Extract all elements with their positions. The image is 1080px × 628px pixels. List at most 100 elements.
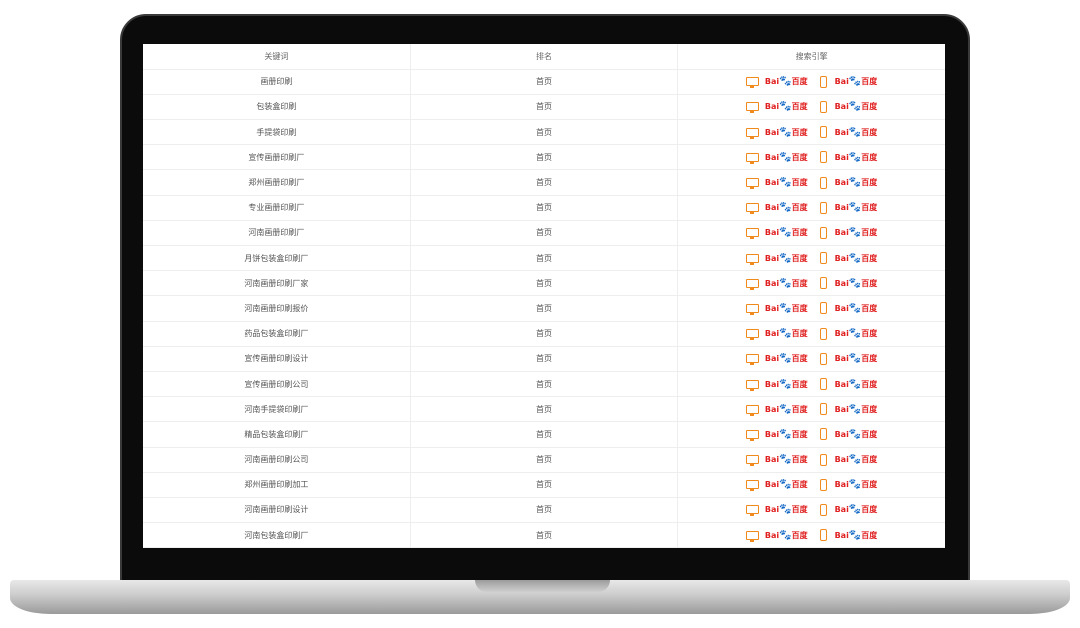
keyword-cell: 月饼包装盒印刷厂 bbox=[143, 245, 411, 272]
baidu-logo: Bai🐾百度 bbox=[834, 252, 878, 264]
baidu-logo: Bai🐾百度 bbox=[834, 428, 878, 440]
table-row: 月饼包装盒印刷厂 首页 Bai🐾百度 Bai🐾百度 bbox=[143, 245, 945, 272]
mobile-icon bbox=[819, 478, 827, 491]
baidu-logo: Bai🐾百度 bbox=[764, 252, 808, 264]
mobile-icon bbox=[819, 226, 827, 239]
mobile-icon bbox=[819, 327, 827, 340]
keyword-cell: 专业画册印刷厂 bbox=[143, 195, 411, 221]
table-row: 河南画册印刷设计 首页 Bai🐾百度 Bai🐾百度 bbox=[143, 497, 945, 524]
desktop-icon bbox=[745, 102, 759, 114]
rank-cell: 首页 bbox=[409, 522, 678, 548]
mobile-icon bbox=[819, 428, 827, 441]
engine-cell: Bai🐾百度 Bai🐾百度 bbox=[677, 119, 945, 146]
desktop-icon bbox=[745, 127, 759, 139]
keyword-cell: 郑州画册印刷加工 bbox=[143, 472, 411, 498]
table-row: 宣传画册印刷厂 首页 Bai🐾百度 Bai🐾百度 bbox=[143, 144, 945, 171]
mobile-icon bbox=[819, 126, 827, 139]
engine-cell: Bai🐾百度 Bai🐾百度 bbox=[677, 497, 945, 524]
mobile-icon bbox=[819, 176, 827, 189]
desktop-icon bbox=[745, 303, 759, 315]
engine-cell: Bai🐾百度 Bai🐾百度 bbox=[677, 270, 945, 297]
rank-cell: 首页 bbox=[409, 497, 678, 524]
table-header: 关键词 排名 搜索引擎 bbox=[143, 44, 945, 70]
baidu-logo: Bai🐾百度 bbox=[834, 202, 878, 214]
rank-cell: 首页 bbox=[409, 144, 678, 171]
desktop-icon bbox=[745, 505, 759, 517]
table-row: 河南画册印刷公司 首页 Bai🐾百度 Bai🐾百度 bbox=[143, 447, 945, 473]
rank-cell: 首页 bbox=[409, 321, 678, 347]
rank-cell: 首页 bbox=[409, 69, 678, 95]
mobile-icon bbox=[819, 378, 827, 391]
baidu-logo: Bai🐾百度 bbox=[764, 76, 808, 88]
keyword-cell: 宣传画册印刷设计 bbox=[143, 346, 411, 372]
table-row: 河南包装盒印刷厂 首页 Bai🐾百度 Bai🐾百度 bbox=[143, 522, 945, 548]
baidu-logo: Bai🐾百度 bbox=[834, 479, 878, 491]
keyword-cell: 河南手提袋印刷厂 bbox=[143, 396, 411, 423]
mobile-icon bbox=[819, 529, 827, 542]
baidu-logo: Bai🐾百度 bbox=[834, 277, 878, 289]
mobile-icon bbox=[819, 75, 827, 88]
keyword-cell: 河南画册印刷设计 bbox=[143, 497, 411, 524]
baidu-logo: Bai🐾百度 bbox=[834, 151, 878, 163]
keyword-cell: 手提袋印刷 bbox=[143, 119, 411, 146]
rank-cell: 首页 bbox=[409, 270, 678, 297]
keyword-cell: 包装盒印刷 bbox=[143, 94, 411, 121]
desktop-icon bbox=[745, 530, 759, 542]
engine-cell: Bai🐾百度 Bai🐾百度 bbox=[677, 321, 945, 347]
engine-cell: Bai🐾百度 Bai🐾百度 bbox=[677, 195, 945, 221]
baidu-logo: Bai🐾百度 bbox=[834, 227, 878, 239]
desktop-icon bbox=[745, 329, 759, 341]
desktop-icon bbox=[745, 354, 759, 366]
table-row: 药品包装盒印刷厂 首页 Bai🐾百度 Bai🐾百度 bbox=[143, 321, 945, 347]
desktop-icon bbox=[745, 429, 759, 441]
baidu-logo: Bai🐾百度 bbox=[764, 479, 808, 491]
engine-cell: Bai🐾百度 Bai🐾百度 bbox=[677, 421, 945, 448]
desktop-icon bbox=[745, 455, 759, 467]
baidu-logo: Bai🐾百度 bbox=[834, 454, 878, 466]
baidu-logo: Bai🐾百度 bbox=[764, 202, 808, 214]
rank-cell: 首页 bbox=[409, 195, 678, 221]
baidu-logo: Bai🐾百度 bbox=[834, 378, 878, 390]
rank-cell: 首页 bbox=[409, 447, 678, 473]
baidu-logo: Bai🐾百度 bbox=[764, 101, 808, 113]
desktop-icon bbox=[745, 379, 759, 391]
rank-cell: 首页 bbox=[409, 396, 678, 423]
baidu-logo: Bai🐾百度 bbox=[764, 353, 808, 365]
table-row: 专业画册印刷厂 首页 Bai🐾百度 Bai🐾百度 bbox=[143, 195, 945, 221]
engine-cell: Bai🐾百度 Bai🐾百度 bbox=[677, 94, 945, 121]
engine-cell: Bai🐾百度 Bai🐾百度 bbox=[677, 522, 945, 548]
laptop-notch bbox=[475, 580, 610, 592]
keyword-cell: 河南包装盒印刷厂 bbox=[143, 522, 411, 548]
keyword-cell: 画册印刷 bbox=[143, 69, 411, 95]
keyword-cell: 宣传画册印刷公司 bbox=[143, 371, 411, 398]
baidu-logo: Bai🐾百度 bbox=[764, 126, 808, 138]
table-row: 手提袋印刷 首页 Bai🐾百度 Bai🐾百度 bbox=[143, 119, 945, 146]
rank-cell: 首页 bbox=[409, 119, 678, 146]
rank-cell: 首页 bbox=[409, 245, 678, 272]
keyword-cell: 精品包装盒印刷厂 bbox=[143, 421, 411, 448]
table-row: 郑州画册印刷加工 首页 Bai🐾百度 Bai🐾百度 bbox=[143, 472, 945, 498]
engine-cell: Bai🐾百度 Bai🐾百度 bbox=[677, 69, 945, 95]
baidu-logo: Bai🐾百度 bbox=[834, 504, 878, 516]
header-engine: 搜索引擎 bbox=[677, 44, 945, 70]
baidu-logo: Bai🐾百度 bbox=[764, 227, 808, 239]
baidu-logo: Bai🐾百度 bbox=[834, 126, 878, 138]
rank-cell: 首页 bbox=[409, 295, 678, 322]
mobile-icon bbox=[819, 277, 827, 290]
rank-cell: 首页 bbox=[409, 346, 678, 372]
desktop-icon bbox=[745, 253, 759, 265]
keyword-cell: 河南画册印刷厂家 bbox=[143, 270, 411, 297]
baidu-logo: Bai🐾百度 bbox=[764, 328, 808, 340]
mobile-icon bbox=[819, 201, 827, 214]
baidu-logo: Bai🐾百度 bbox=[764, 403, 808, 415]
rank-cell: 首页 bbox=[409, 371, 678, 398]
table-row: 精品包装盒印刷厂 首页 Bai🐾百度 Bai🐾百度 bbox=[143, 421, 945, 448]
keyword-cell: 河南画册印刷报价 bbox=[143, 295, 411, 322]
table-row: 河南画册印刷厂家 首页 Bai🐾百度 Bai🐾百度 bbox=[143, 270, 945, 297]
ranking-table: 关键词 排名 搜索引擎 画册印刷 首页 Bai🐾百度 Bai🐾百度 包装盒印刷 首… bbox=[143, 44, 945, 548]
mobile-icon bbox=[819, 151, 827, 164]
mobile-icon bbox=[819, 403, 827, 416]
baidu-logo: Bai🐾百度 bbox=[834, 403, 878, 415]
baidu-logo: Bai🐾百度 bbox=[764, 151, 808, 163]
keyword-cell: 河南画册印刷公司 bbox=[143, 447, 411, 473]
